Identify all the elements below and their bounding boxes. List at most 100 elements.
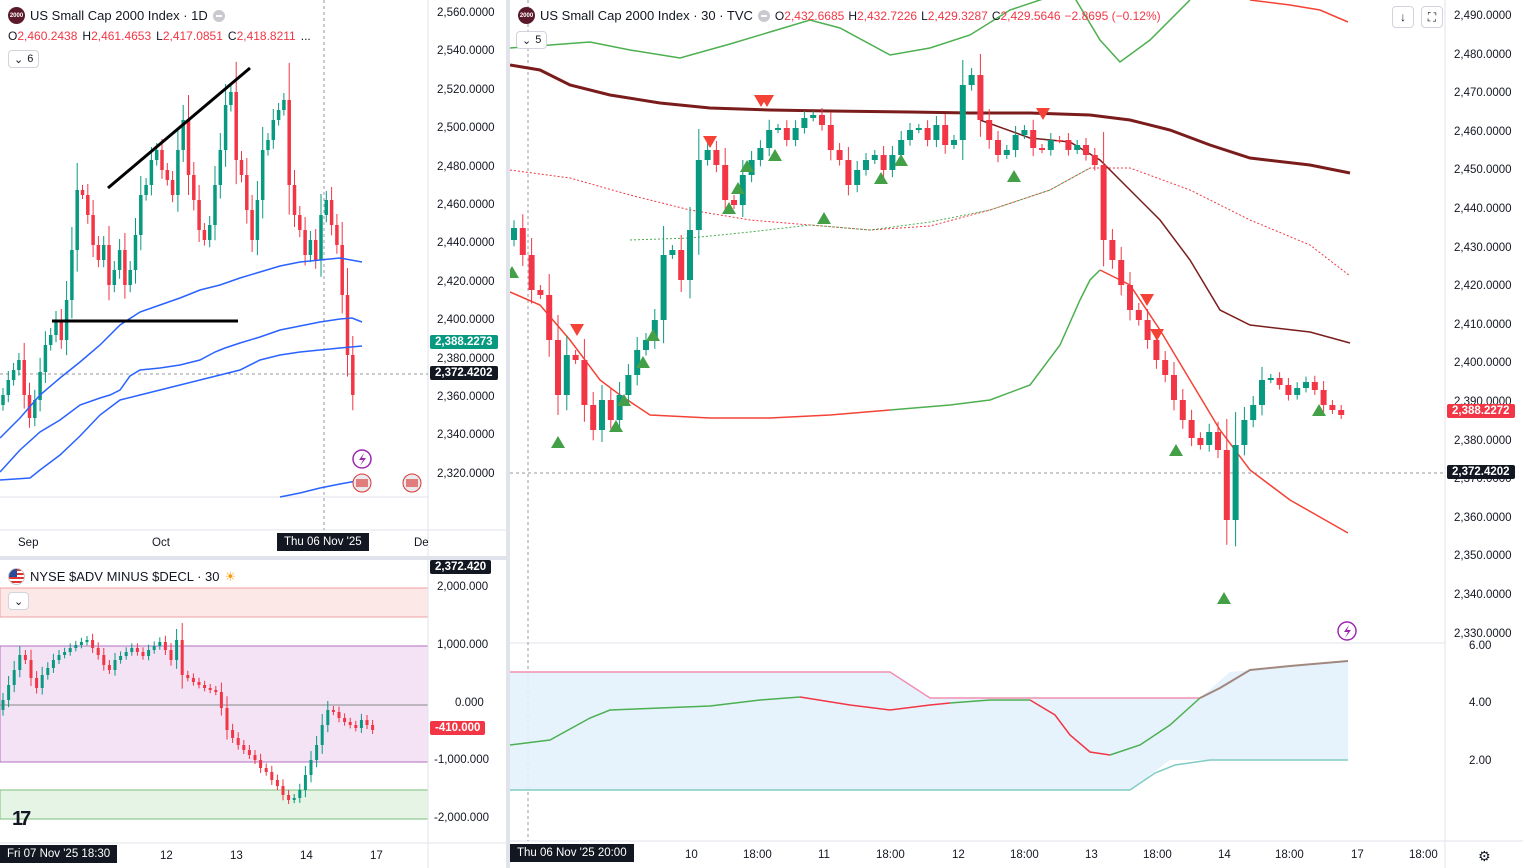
gear-icon[interactable]: ⚙ <box>1478 848 1491 864</box>
candle <box>340 245 344 295</box>
breadth-price-axis[interactable]: 2,000.000 1,000.000 0.000 -1,000.000 -2,… <box>430 560 506 843</box>
candle <box>113 660 117 670</box>
ma-line-slow <box>0 317 363 473</box>
breadth-title[interactable]: NYSE $ADV MINUS $DECL · 30 <box>30 569 220 584</box>
candle <box>616 395 623 420</box>
indicator-count: 6 <box>27 53 34 65</box>
intraday-title[interactable]: US Small Cap 2000 Index · 30 · TVC <box>540 8 753 23</box>
indicators-toggle-button[interactable]: ⌄ 5 <box>516 31 548 49</box>
price-label: 2,340.0000 <box>1454 589 1512 601</box>
ma-line-fast <box>0 257 363 439</box>
candle <box>1153 340 1160 360</box>
breadth-chart-pane[interactable]: NYSE $ADV MINUS $DECL · 30 ☀ ⌄ 2,000.000… <box>0 560 506 868</box>
candle <box>827 125 834 150</box>
arrow-down-icon[interactable]: ↓ <box>1392 6 1414 28</box>
breadth-chart-canvas[interactable] <box>0 560 506 868</box>
last-value-tag: -410.000 <box>430 721 486 735</box>
candle <box>1047 140 1054 150</box>
candle <box>1276 378 1283 385</box>
candle <box>292 798 296 800</box>
candle <box>281 786 285 795</box>
daily-price-axis[interactable]: 2,560.0000 2,540.0000 2,520.0000 2,500.0000… <box>430 0 506 530</box>
candle <box>951 140 957 145</box>
price-label: 2,460.0000 <box>1454 125 1512 138</box>
indicators-toggle-button[interactable]: ⌄ 6 <box>8 50 40 68</box>
candle <box>942 125 949 145</box>
daily-title[interactable]: US Small Cap 2000 Index · 1D <box>30 8 208 23</box>
candle <box>634 350 641 375</box>
daily-chart-canvas[interactable] <box>0 0 506 556</box>
candle <box>1303 382 1309 388</box>
candle <box>135 648 139 652</box>
oscillator-signal-green-rise <box>1109 697 1201 756</box>
candle <box>223 105 228 150</box>
breadth-collapse-button[interactable]: ⌄ <box>8 592 30 610</box>
candle <box>1259 380 1265 405</box>
daily-time-axis[interactable]: Sep Oct De <box>0 530 506 556</box>
candle <box>154 150 159 160</box>
symbol-badge[interactable]: 2000 <box>8 7 25 24</box>
candle <box>197 682 201 685</box>
candle <box>1003 150 1010 155</box>
candle <box>1 395 5 405</box>
symbol-badge[interactable]: 2000 <box>518 7 535 24</box>
breadth-time-axis[interactable]: 12 13 14 17 <box>0 843 506 868</box>
candle <box>245 175 249 210</box>
candle <box>986 120 993 140</box>
dark-red-moving-average <box>510 63 1351 175</box>
candle <box>119 656 123 660</box>
candle <box>303 230 307 255</box>
candle <box>810 115 817 118</box>
crosshair-price-tag: 2,372.420 <box>430 560 492 574</box>
sell-signal-marker <box>570 324 584 336</box>
ohlc-open-key: O <box>774 8 785 23</box>
candle <box>1091 155 1098 165</box>
buy-signal-marker <box>617 394 631 406</box>
pane-divider-vertical[interactable] <box>506 0 510 868</box>
pane-divider-horizontal[interactable] <box>0 556 506 560</box>
visibility-icon[interactable] <box>757 9 770 22</box>
intraday-price-axis[interactable]: 2,490.0000 2,480.0000 2,470.0000 2,460.0000… <box>1447 0 1523 841</box>
candle <box>1197 438 1204 445</box>
band-upper-red <box>1249 0 1349 23</box>
ohlc-more: ... <box>300 29 311 43</box>
intraday-candles <box>511 54 1345 547</box>
intraday-chart-pane[interactable]: 2000 US Small Cap 2000 Index · 30 · TVC … <box>510 0 1523 868</box>
visibility-icon[interactable] <box>212 9 225 22</box>
candle <box>22 360 26 395</box>
candle <box>264 768 268 772</box>
time-label: 11 <box>818 849 830 861</box>
crosshair-time-tag: Fri 07 Nov '25 18:30 <box>0 845 118 863</box>
candle <box>181 120 185 150</box>
candle <box>43 345 48 372</box>
daily-candles <box>1 61 355 428</box>
candle <box>160 150 164 170</box>
buy-signal-marker <box>817 212 831 224</box>
price-label: 2,470.0000 <box>1454 87 1512 100</box>
candle <box>234 92 238 160</box>
intraday-chart-canvas[interactable] <box>510 0 1523 868</box>
candle <box>7 685 11 700</box>
daily-chart-pane[interactable]: 2000 US Small Cap 2000 Index · 1D O2,460… <box>0 0 506 556</box>
candle <box>345 295 350 355</box>
price-label: 2,320.0000 <box>437 467 495 480</box>
time-label: 12 <box>952 849 965 861</box>
candle <box>207 225 212 240</box>
candle <box>144 185 148 195</box>
buy-signal-marker <box>510 266 519 278</box>
candle <box>308 240 313 255</box>
ohlc-high-key: H <box>82 29 92 43</box>
tradingview-logo[interactable]: 17 <box>12 808 31 830</box>
candle <box>85 640 89 642</box>
candle <box>783 128 790 140</box>
time-label: Oct <box>152 537 170 549</box>
candle <box>170 180 175 195</box>
candle <box>29 660 33 678</box>
candle <box>669 250 676 255</box>
candle <box>343 718 347 722</box>
intraday-time-axis[interactable]: 10 18:00 11 18:00 12 18:00 13 18:00 14 18:00 17 18:… <box>510 841 1523 868</box>
oscillator-signal-red-dip <box>1029 699 1111 756</box>
fullscreen-icon[interactable]: ⛶ <box>1421 6 1443 28</box>
ohlc-low: 2,429.3287 <box>927 8 988 23</box>
candle <box>128 270 132 285</box>
